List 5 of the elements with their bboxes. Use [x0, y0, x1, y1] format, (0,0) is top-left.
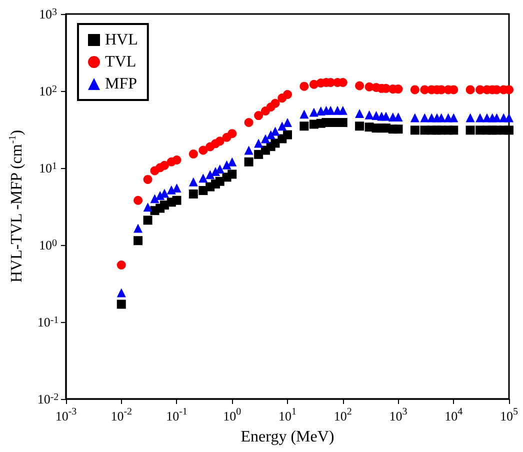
y-axis-title: HVL-TVL -MFP (cm-1): [8, 130, 26, 283]
x-axis-title: Energy (MeV): [240, 428, 334, 446]
legend-label: MFP: [105, 76, 138, 92]
legend-label: TVL: [105, 54, 136, 70]
legend-label: HVL: [105, 32, 138, 48]
